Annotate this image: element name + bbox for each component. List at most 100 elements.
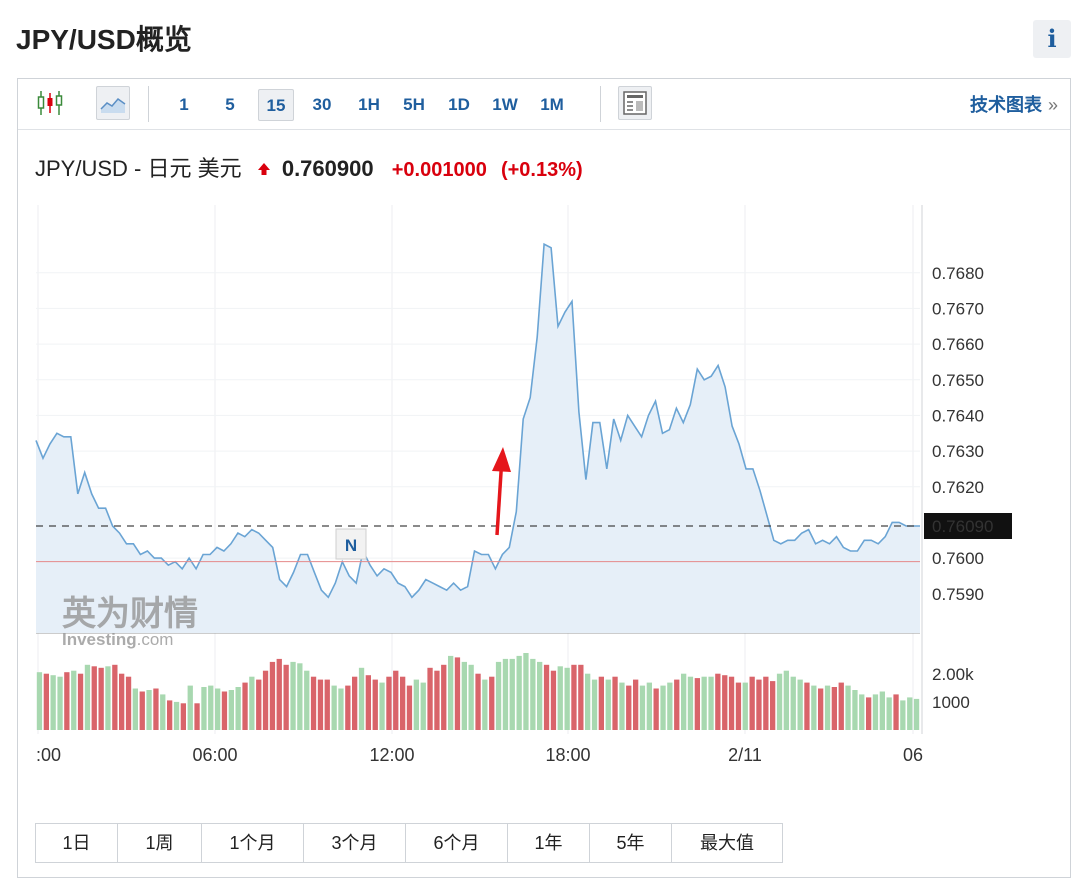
y-tick-label: 0.7640: [932, 406, 984, 425]
volume-bar: [585, 673, 591, 730]
volume-bar: [509, 658, 515, 730]
double-chevron-right-icon: »: [1047, 95, 1058, 115]
volume-bar: [523, 653, 529, 730]
range-button-7[interactable]: 最大值: [700, 833, 754, 853]
timeframe-1h-button[interactable]: 1H: [358, 95, 380, 114]
volume-bar: [64, 672, 70, 730]
range-button-6[interactable]: 5年: [590, 824, 672, 862]
volume-bar: [489, 676, 495, 730]
volume-bar: [674, 679, 680, 730]
investing-watermark: 英为财情 Investing.com: [62, 594, 198, 649]
volume-bar: [393, 670, 399, 730]
volume-bar: [400, 676, 406, 730]
area-chart-icon[interactable]: [96, 86, 130, 120]
volume-bar: [146, 690, 152, 730]
y-tick-label: 0.7660: [932, 335, 984, 354]
volume-tick-label: 2.00k: [932, 665, 974, 684]
range-button-3[interactable]: 3个月: [304, 824, 406, 862]
timeframe-1-button[interactable]: 1: [179, 95, 189, 114]
volume-bar: [71, 670, 77, 730]
timeframe-5h-button[interactable]: 5H: [403, 95, 425, 114]
timeframe-1d-button[interactable]: 1D: [448, 95, 470, 114]
range-button-5[interactable]: 1年: [508, 824, 590, 862]
volume-bar: [132, 688, 138, 730]
volume-bar: [543, 664, 550, 730]
table-view-icon[interactable]: [618, 86, 652, 120]
volume-bar: [139, 691, 145, 730]
volume-bar: [907, 697, 913, 730]
volume-bar: [872, 694, 879, 730]
volume-bar: [153, 688, 159, 730]
volume-bar: [448, 655, 454, 730]
volume-bar: [687, 676, 694, 730]
x-tick-label: 18:00: [545, 745, 590, 765]
up-arrow-icon: [257, 163, 270, 175]
watermark-en-word: Investing: [62, 630, 137, 649]
timeframe-1w-button[interactable]: 1W: [492, 95, 518, 114]
pair-name: JPY/USD - 日元 美元: [35, 156, 242, 181]
price-chart[interactable]: 英为财情 Investing.com 0.7680 0.7670 0.7660 0.7…: [18, 79, 1070, 799]
timeframe-15-button[interactable]: 15: [258, 89, 294, 121]
timeframe-5-button[interactable]: 5: [225, 95, 235, 114]
volume-bar: [633, 679, 639, 730]
volume-bar: [84, 664, 91, 730]
y-tick-label: 0.7670: [932, 299, 984, 318]
volume-bar: [646, 682, 652, 730]
volume-bar: [694, 678, 700, 730]
range-button-0[interactable]: 1日: [36, 824, 118, 862]
volume-bar: [290, 661, 296, 730]
timeframe-30-button[interactable]: 30: [312, 95, 332, 114]
volume-bar: [365, 675, 371, 730]
y-tick-label: 0.7620: [932, 478, 984, 497]
volume-bar: [578, 664, 584, 730]
volume-bar: [160, 694, 166, 730]
volume-bar: [352, 676, 358, 730]
quote-line: JPY/USD - 日元 美元 0.760900 +0.001000 (+0.1…: [35, 151, 583, 183]
volume-bar: [722, 675, 728, 730]
x-tick-label: 06:00: [192, 745, 237, 765]
price-change-pct: (+0.13%): [500, 159, 583, 181]
volume-bar: [98, 667, 104, 730]
timeframe-1m-button[interactable]: 1M: [540, 95, 564, 114]
volume-bar: [619, 682, 625, 730]
toolbar-separator: [600, 86, 601, 122]
range-button-2[interactable]: 1个月: [202, 824, 304, 862]
range-button-4[interactable]: 6个月: [406, 824, 508, 862]
tech-chart-label: 技术图表: [969, 95, 1042, 115]
volume-bar: [735, 682, 742, 730]
volume-bar: [256, 679, 262, 730]
volume-bar: [304, 670, 310, 730]
news-marker[interactable]: N: [335, 528, 367, 560]
candlestick-icon[interactable]: [34, 86, 68, 120]
tech-chart-link[interactable]: 技术图表»: [970, 91, 1058, 117]
volume-bar: [386, 676, 392, 730]
volume-bar: [728, 676, 735, 730]
volume-bar: [427, 667, 433, 730]
x-tick-label: 2/11: [728, 745, 762, 765]
volume-bar: [886, 697, 892, 730]
volume-bar: [317, 679, 324, 730]
volume-bar: [701, 676, 707, 730]
volume-bar: [468, 664, 474, 730]
volume-bar: [105, 666, 111, 730]
volume-bar: [859, 694, 865, 730]
x-tick-label: 06: [903, 745, 923, 765]
price-change: +0.001000: [391, 159, 487, 181]
chart-toolbar: 1 5 15 30 1H 5H 1D 1W 1M 技术图表»: [18, 79, 1070, 130]
volume-bar: [187, 685, 193, 730]
volume-bar: [550, 670, 557, 730]
volume-bar: [57, 676, 63, 730]
volume-bar: [345, 685, 351, 730]
price-area: [36, 244, 920, 633]
volume-bar: [824, 685, 831, 730]
volume-bar: [358, 667, 365, 730]
volume-bar: [372, 679, 378, 730]
volume-bar: [276, 658, 282, 730]
range-button-1[interactable]: 1周: [118, 824, 202, 862]
volume-bar: [756, 679, 762, 730]
volume-bar: [249, 676, 255, 730]
info-button[interactable]: i: [1033, 20, 1071, 58]
volume-bar: [413, 679, 419, 730]
volume-bar: [180, 703, 186, 730]
page-title: JPY/USD概览: [16, 24, 192, 55]
